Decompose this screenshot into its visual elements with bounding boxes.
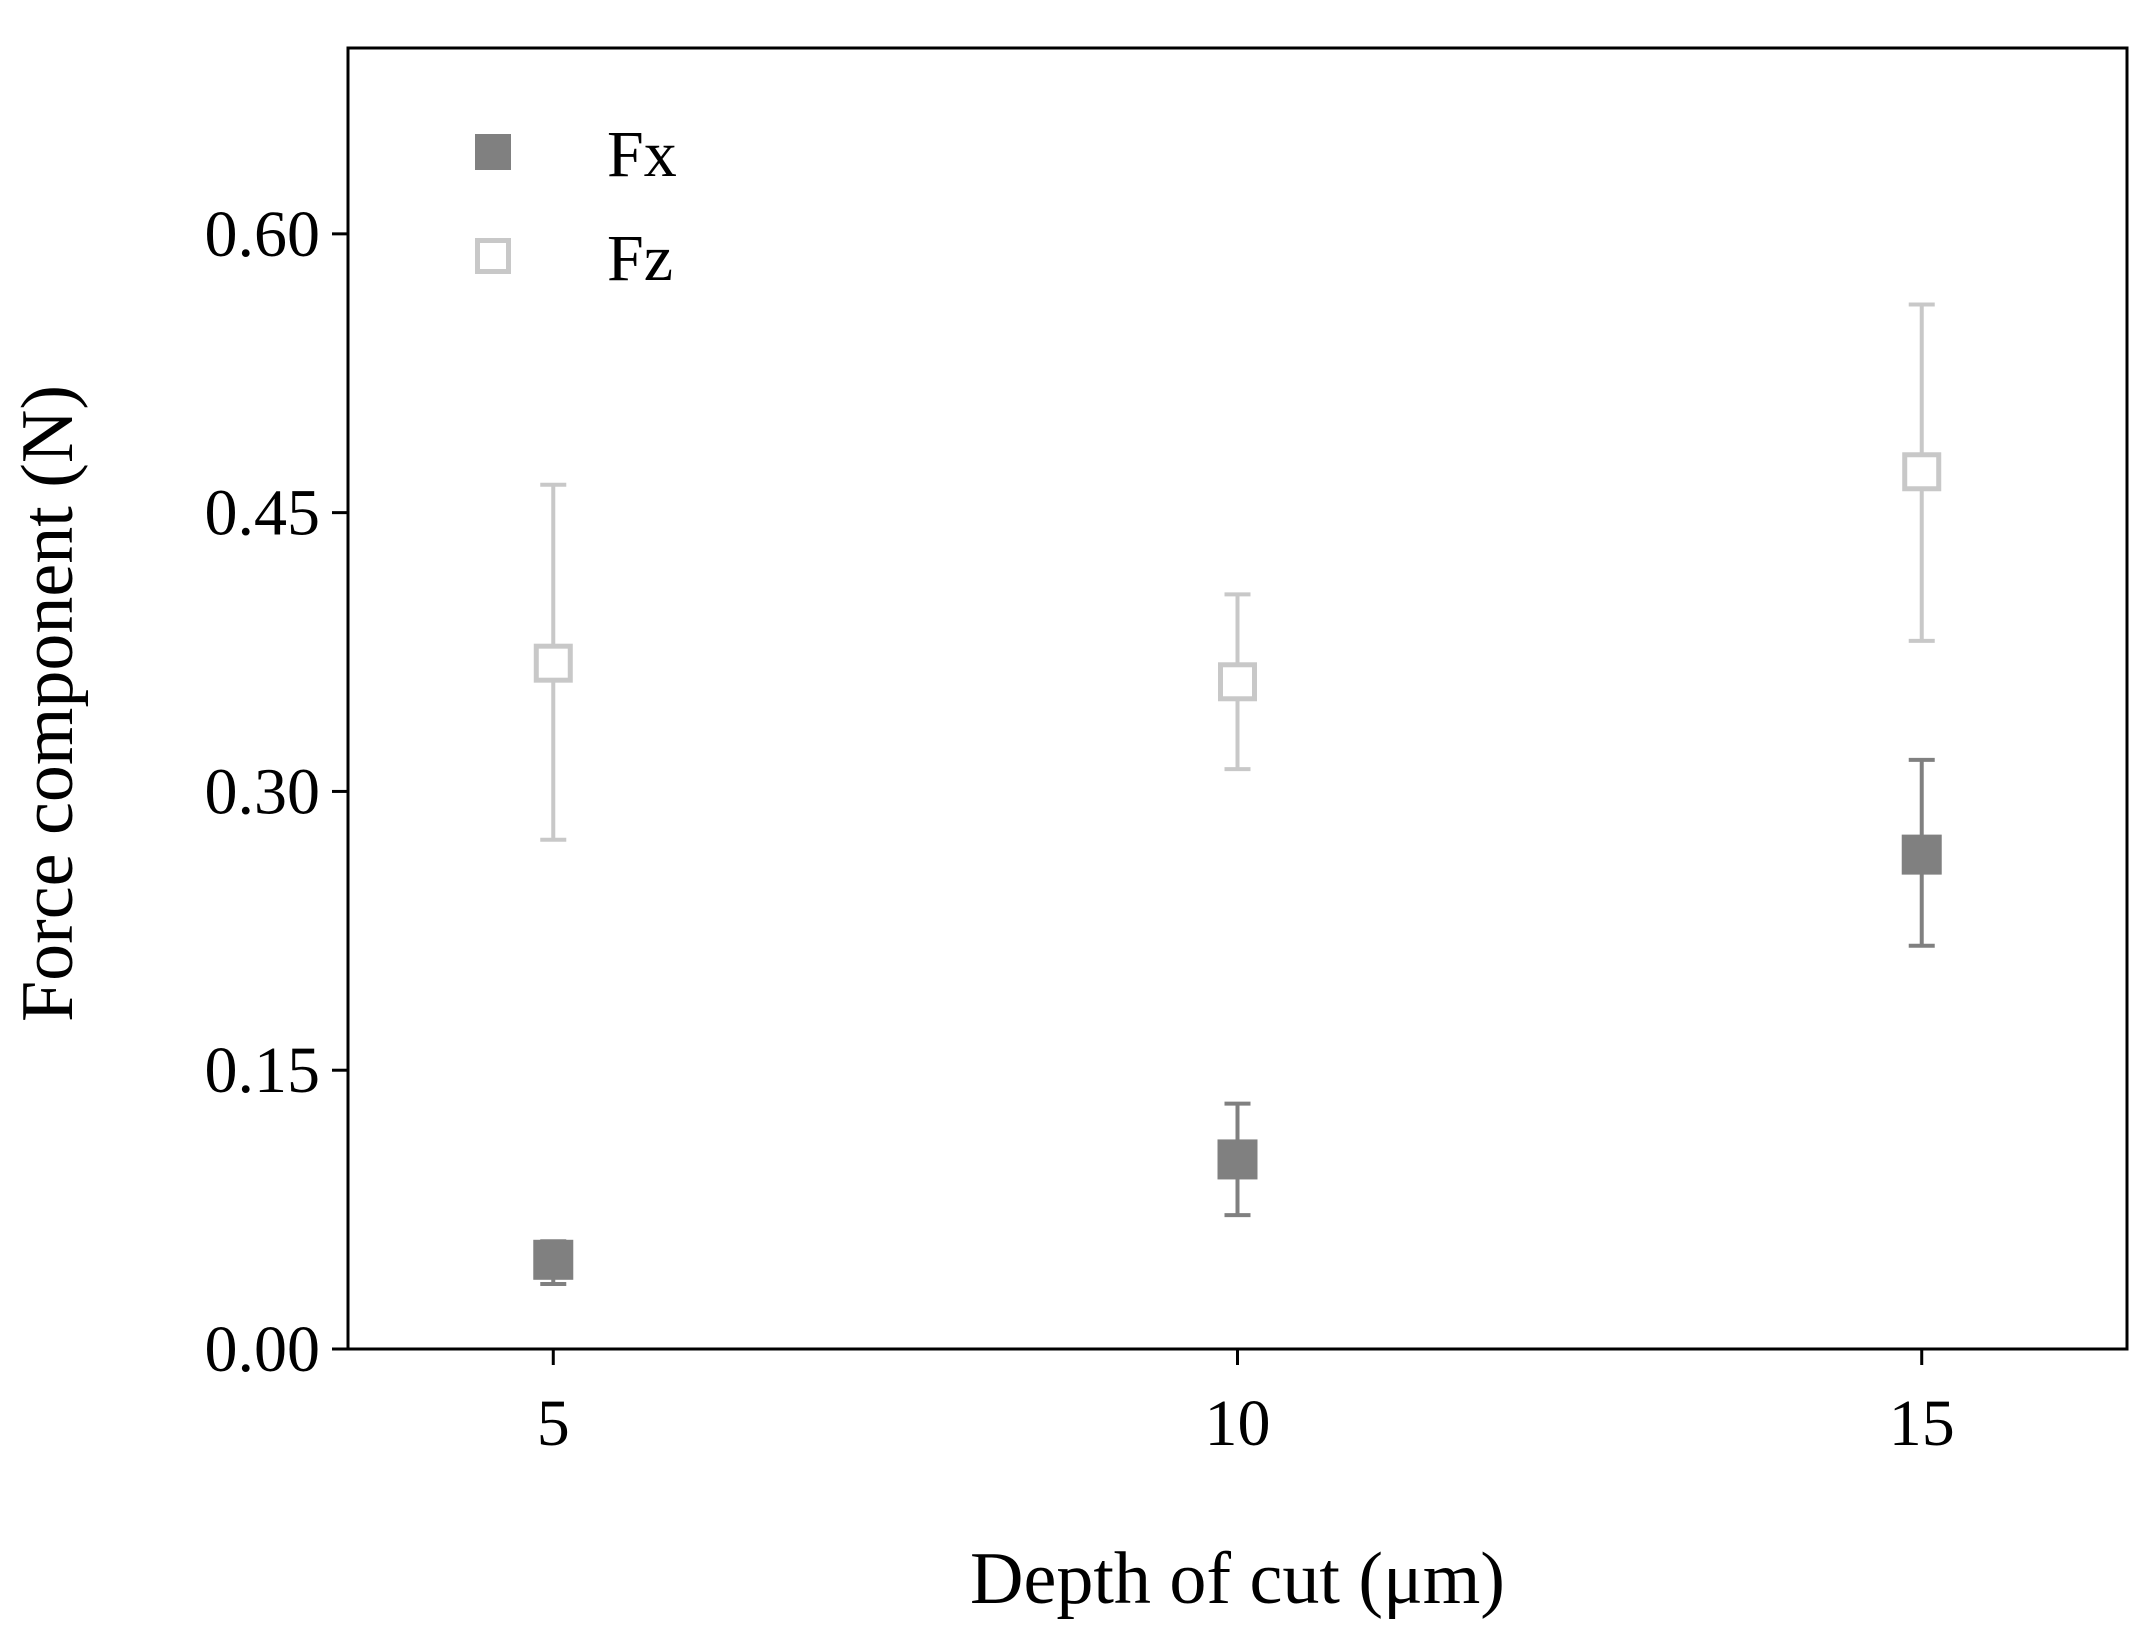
legend: Fx Fz bbox=[475, 118, 677, 295]
y-tick-label: 0.00 bbox=[205, 1313, 321, 1386]
x-axis: 5 10 15 bbox=[537, 1349, 1955, 1460]
marker-fz bbox=[1218, 662, 1257, 702]
y-axis-title: Force component (N) bbox=[7, 385, 89, 1022]
y-tick-label: 0.60 bbox=[205, 198, 321, 271]
y-tick-label: 0.15 bbox=[205, 1034, 321, 1107]
legend-marker-fx bbox=[475, 134, 511, 170]
marker-fx bbox=[1217, 1139, 1258, 1180]
y-tick-label: 0.45 bbox=[205, 477, 321, 550]
marker-fx bbox=[533, 1239, 574, 1280]
marker-fz bbox=[1902, 452, 1942, 492]
series-layer bbox=[533, 302, 1942, 1286]
legend-label-fx: Fx bbox=[607, 118, 677, 191]
x-tick-label: 15 bbox=[1889, 1387, 1955, 1460]
x-tick-label: 5 bbox=[537, 1387, 570, 1460]
y-tick-label: 0.30 bbox=[205, 755, 321, 828]
x-axis-title: Depth of cut (μm) bbox=[970, 1538, 1505, 1620]
legend-marker-fz bbox=[475, 238, 511, 274]
x-tick-label: 10 bbox=[1205, 1387, 1271, 1460]
y-axis: 0.00 0.15 0.30 0.45 0.60 bbox=[205, 198, 348, 1386]
marker-fx bbox=[1901, 834, 1942, 875]
legend-label-fz: Fz bbox=[607, 222, 673, 295]
marker-fz bbox=[533, 643, 573, 683]
